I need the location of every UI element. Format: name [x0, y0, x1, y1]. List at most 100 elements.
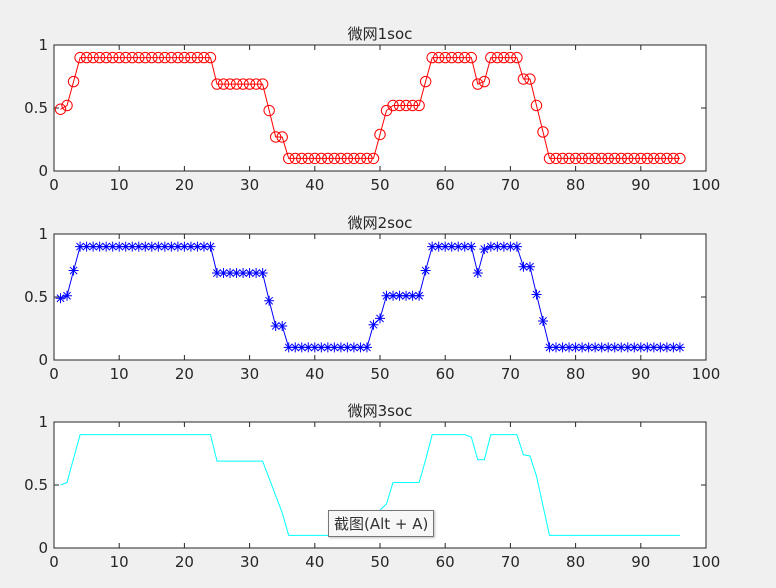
data-point	[251, 268, 262, 279]
data-point	[596, 342, 607, 353]
data-point	[198, 51, 210, 64]
data-point	[479, 244, 490, 255]
axes-box	[53, 233, 707, 361]
data-point	[629, 342, 640, 353]
data-point	[453, 241, 464, 252]
data-point	[563, 152, 575, 165]
data-point	[498, 51, 510, 64]
data-point	[348, 342, 359, 353]
data-point	[198, 241, 209, 252]
data-point	[570, 342, 581, 353]
data-point	[387, 99, 399, 112]
data-point	[530, 99, 543, 112]
data-point	[256, 78, 269, 90]
data-point	[504, 51, 517, 64]
data-point	[146, 51, 158, 64]
data-point	[178, 51, 191, 64]
data-point	[622, 152, 634, 165]
x-tick-label: 20	[175, 553, 194, 571]
x-tick-label: 30	[240, 365, 259, 383]
data-point	[270, 320, 281, 331]
axes-box	[53, 44, 707, 172]
data-point	[648, 152, 660, 165]
data-point	[277, 320, 288, 331]
chart-3: 微网3soc 0 10 20 30 40 50 60 70 80 90 100 0 0.5 1	[24, 402, 720, 571]
data-point	[419, 75, 432, 88]
data-point	[75, 241, 86, 252]
data-point	[609, 342, 620, 353]
x-tick-label: 40	[305, 365, 324, 383]
data-point	[432, 51, 445, 64]
data-point	[153, 241, 164, 252]
data-point	[394, 290, 405, 301]
data-point	[348, 152, 360, 165]
data-point	[309, 342, 320, 353]
data-point	[641, 152, 654, 165]
data-point	[179, 241, 190, 252]
x-tick-label: 0	[49, 176, 59, 194]
data-point	[114, 241, 125, 252]
data-point	[107, 241, 118, 252]
data-point	[550, 152, 562, 165]
x-tick-label: 40	[305, 176, 324, 194]
data-point	[354, 152, 367, 165]
data-point	[427, 241, 438, 252]
data-point	[459, 241, 470, 252]
data-point	[67, 75, 80, 88]
data-point	[185, 51, 197, 64]
data-point	[374, 128, 386, 141]
data-point	[361, 342, 372, 353]
data-point	[212, 268, 222, 279]
data-point	[517, 73, 530, 85]
data-point	[152, 51, 165, 64]
data-point	[466, 241, 477, 252]
data-point	[185, 241, 196, 252]
x-tick-label: 10	[110, 365, 129, 383]
data-point	[576, 152, 588, 165]
data-point	[80, 51, 93, 64]
data-point	[551, 342, 562, 353]
data-point	[595, 152, 608, 165]
data-point	[524, 261, 535, 272]
y-tick-label: 0	[38, 539, 48, 557]
data-point	[485, 241, 496, 252]
x-tick-label: 30	[240, 176, 259, 194]
x-tick-label: 40	[305, 553, 324, 571]
data-point	[81, 241, 92, 252]
data-point	[524, 73, 536, 85]
data-point	[120, 51, 132, 64]
data-point	[446, 241, 457, 252]
data-point	[642, 342, 653, 353]
x-tick-label: 50	[370, 553, 389, 571]
data-point	[217, 78, 230, 90]
x-tick-label: 50	[370, 176, 389, 194]
data-point	[485, 51, 497, 64]
data-point	[603, 342, 614, 353]
x-tick-label: 90	[631, 365, 650, 383]
data-point	[668, 342, 679, 353]
data-point	[413, 99, 425, 112]
data-point	[218, 268, 229, 279]
data-point	[276, 131, 288, 143]
y-tick-label: 1	[38, 36, 48, 54]
data-point	[309, 152, 321, 165]
x-tick-label: 70	[501, 176, 520, 194]
data-point	[407, 290, 418, 301]
data-point	[538, 315, 548, 326]
data-point	[341, 152, 354, 165]
data-point	[564, 342, 575, 353]
data-point	[465, 51, 477, 64]
data-point	[316, 342, 327, 353]
data-point	[139, 51, 151, 64]
data-point	[87, 51, 99, 64]
data-point	[582, 152, 595, 165]
data-point	[315, 152, 328, 165]
data-point	[159, 241, 170, 252]
data-point	[635, 342, 646, 353]
x-tick-label: 100	[692, 176, 721, 194]
data-point	[329, 342, 340, 353]
data-point	[120, 241, 131, 252]
data-point	[303, 342, 314, 353]
data-point	[244, 268, 255, 279]
data-point	[543, 152, 556, 165]
